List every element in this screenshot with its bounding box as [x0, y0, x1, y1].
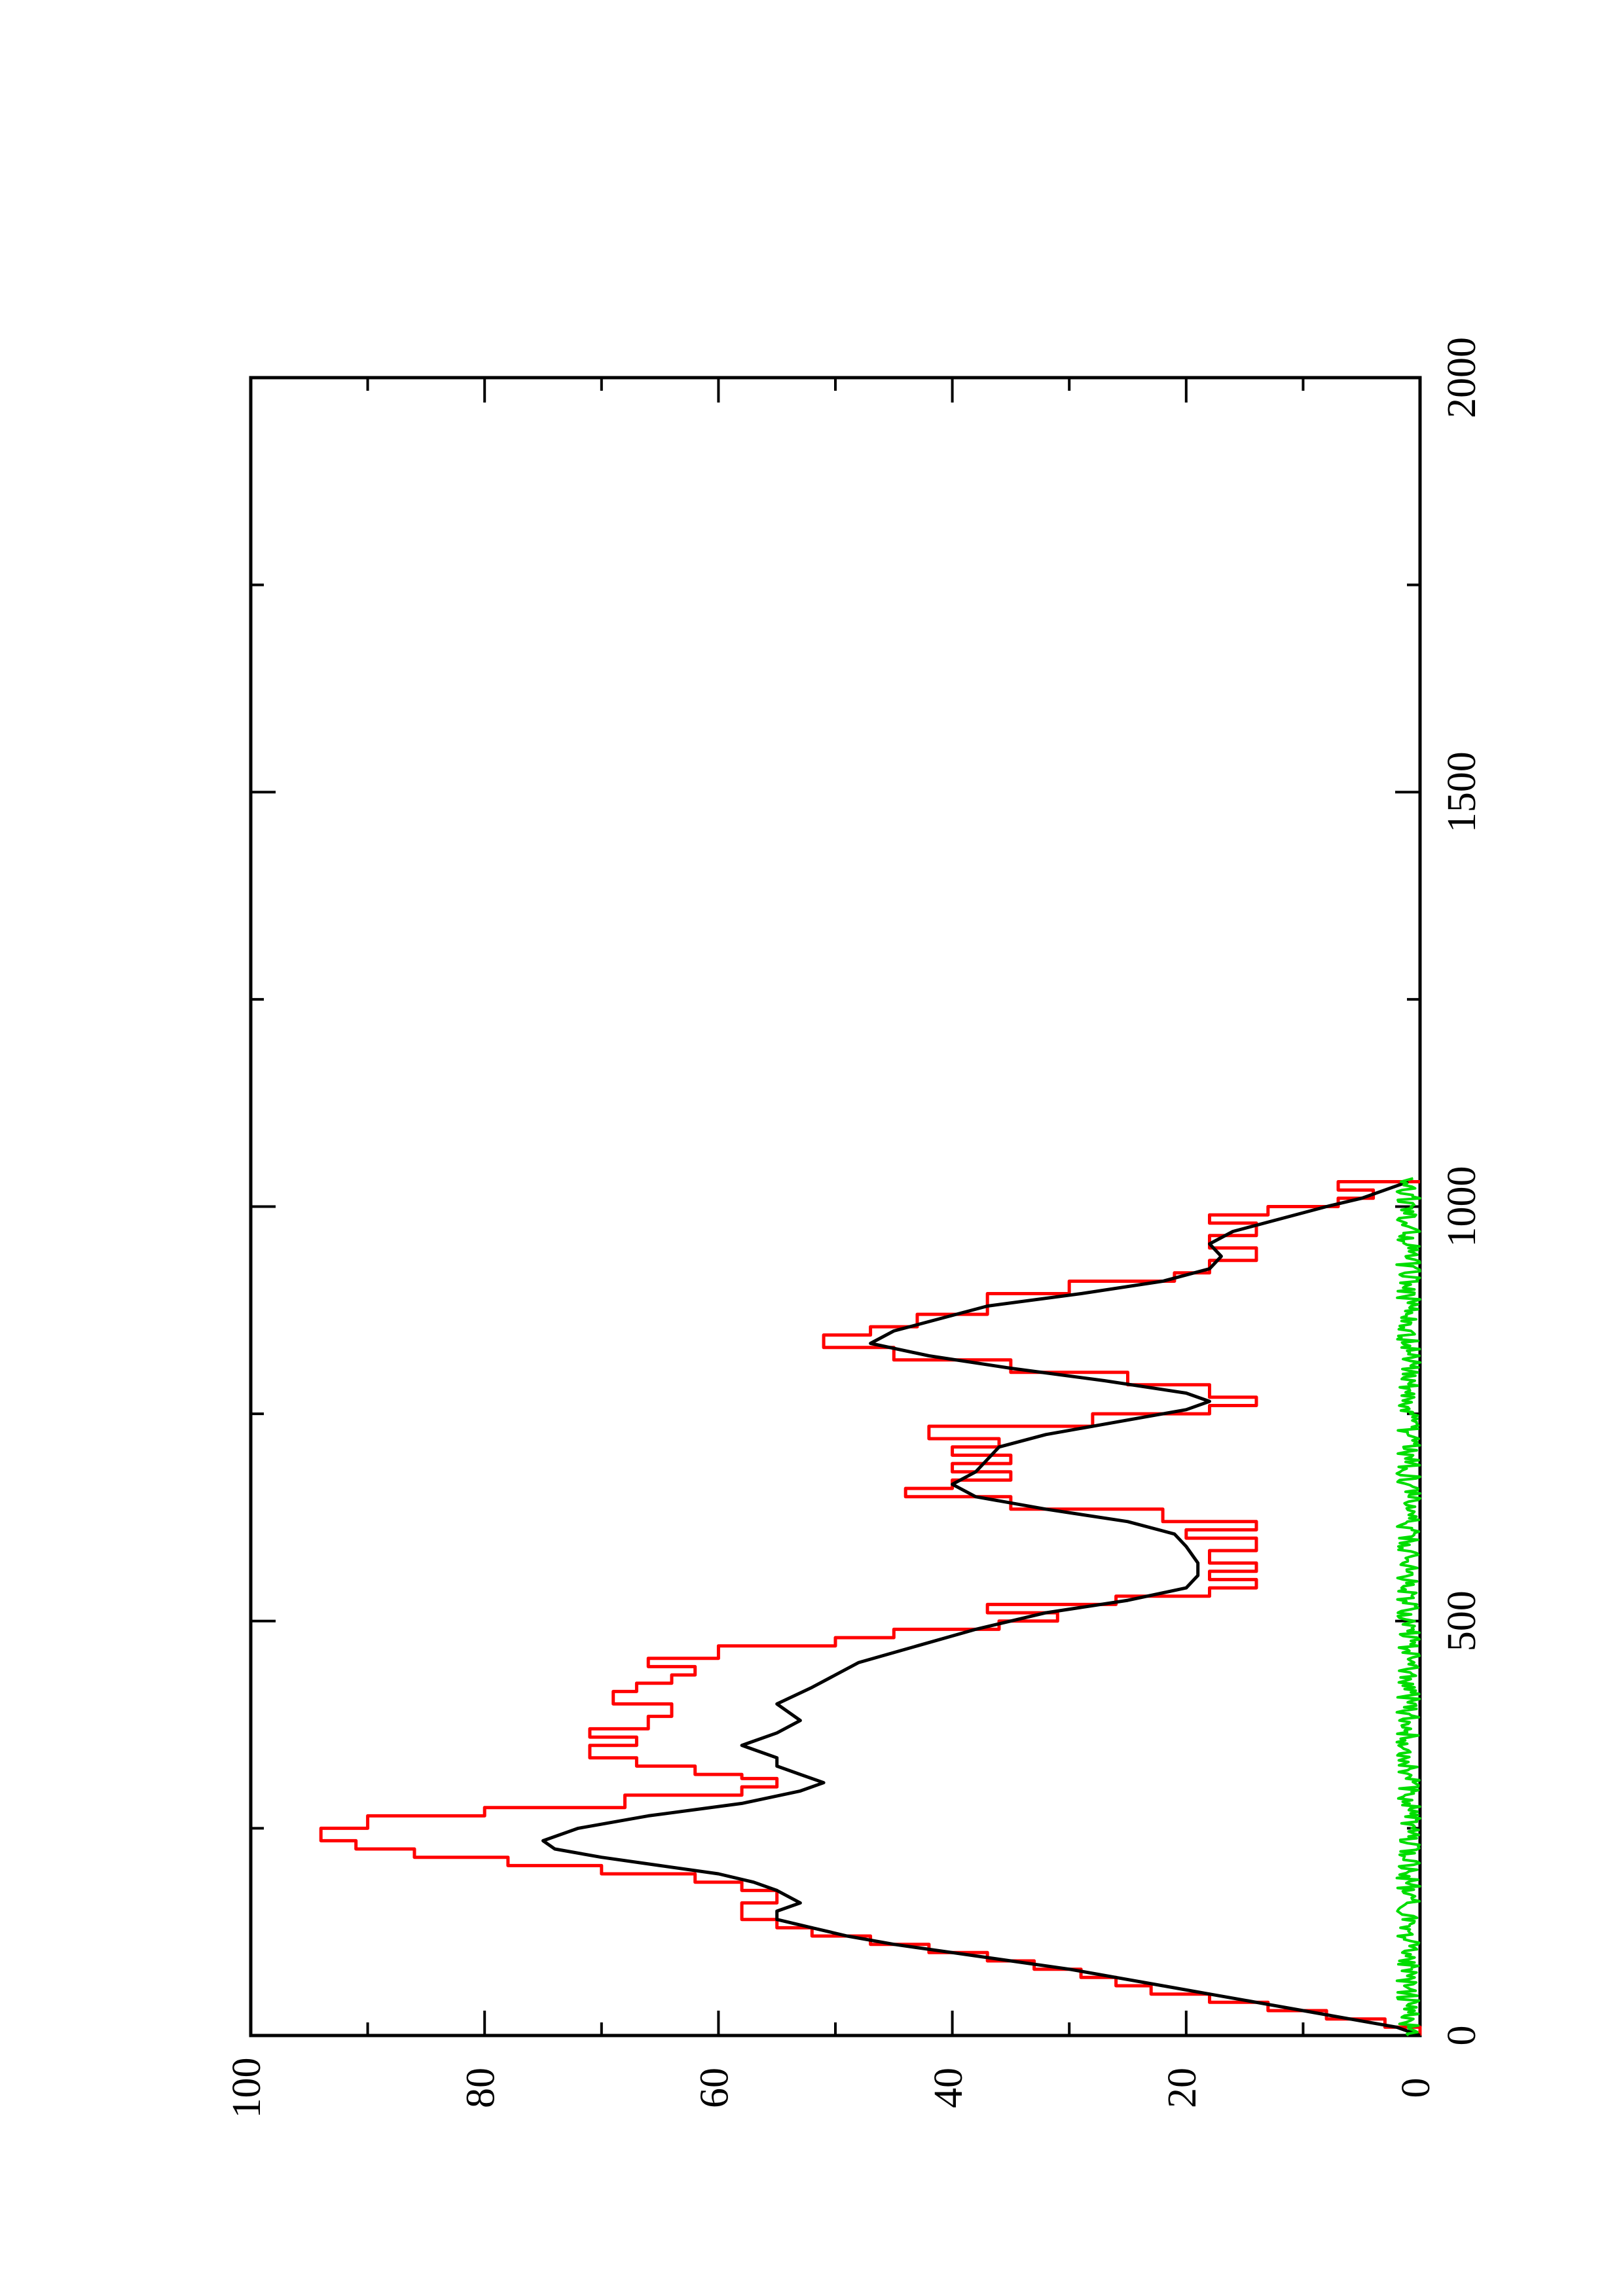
series-line-1: [541, 1180, 1421, 2037]
tick-labels: 0 500 1000 1500 2000 0 20 40 60 80 100: [225, 337, 1484, 2119]
series-line-2: [1395, 1177, 1421, 2037]
plot-area: [249, 376, 1422, 2037]
x-tick-label: 1000: [1440, 1166, 1484, 1247]
y-tick-label: 60: [693, 2068, 737, 2108]
plot-frame: [249, 376, 1422, 2037]
y-tick-label: 20: [1160, 2068, 1205, 2108]
ticks: [249, 376, 1421, 2037]
y-tick-label: 0: [1394, 2078, 1438, 2098]
x-tick-label: 500: [1440, 1590, 1484, 1651]
x-tick-label: 0: [1440, 2026, 1484, 2046]
x-tick-label: 1500: [1440, 751, 1484, 833]
y-tick-label: 40: [926, 2068, 971, 2108]
y-tick-label: 80: [458, 2068, 503, 2108]
series-line-0: [319, 1180, 1422, 2036]
series-layer: [319, 1177, 1422, 2037]
x-tick-label: 2000: [1440, 337, 1484, 418]
y-tick-label: 100: [225, 2058, 269, 2119]
